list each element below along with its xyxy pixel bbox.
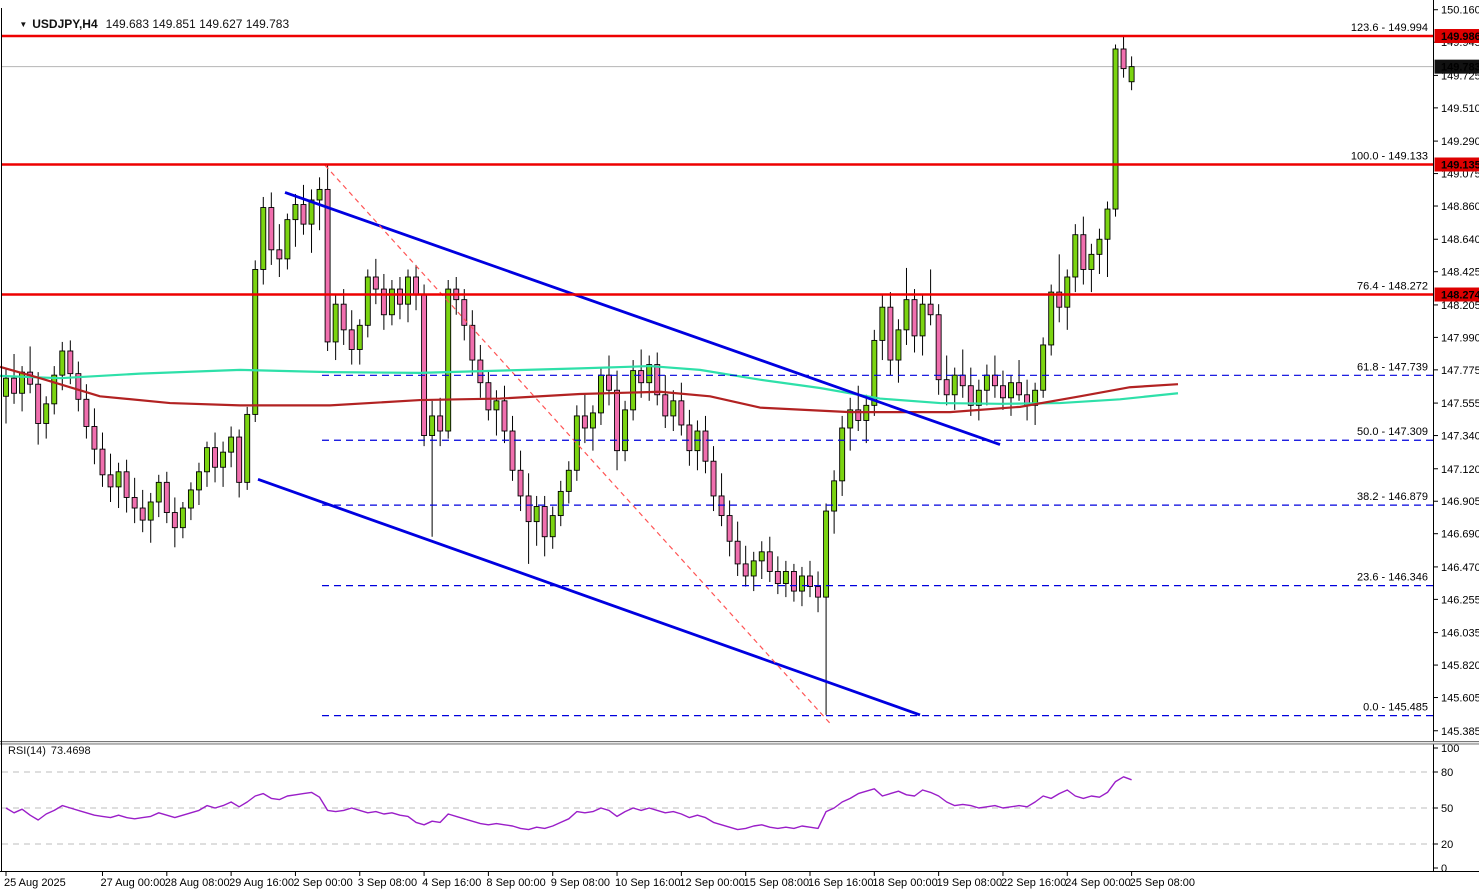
rsi-pane	[2, 771, 1433, 845]
svg-text:146.255: 146.255	[1441, 594, 1479, 606]
rsi-axis[interactable]: 100 80 50 20 0	[1434, 743, 1459, 875]
svg-text:147.340: 147.340	[1441, 431, 1479, 443]
svg-text:0: 0	[1441, 863, 1447, 875]
svg-text:3 Sep 08:00: 3 Sep 08:00	[358, 877, 417, 889]
svg-text:149.135: 149.135	[1441, 160, 1479, 172]
rsi-indicator-label: RSI(14)	[8, 745, 46, 757]
svg-text:50.0 - 147.309: 50.0 - 147.309	[1357, 426, 1428, 438]
svg-text:149.783: 149.783	[1441, 62, 1479, 74]
svg-text:145.385: 145.385	[1441, 726, 1479, 738]
svg-text:50: 50	[1441, 803, 1453, 815]
svg-text:10 Sep 16:00: 10 Sep 16:00	[615, 877, 680, 889]
svg-text:0.0 - 145.485: 0.0 - 145.485	[1363, 702, 1428, 714]
symbol-period-label: USDJPY,H4	[32, 17, 98, 31]
svg-text:25 Sep 08:00: 25 Sep 08:00	[1130, 877, 1195, 889]
svg-text:24 Sep 00:00: 24 Sep 00:00	[1065, 877, 1130, 889]
fast-ma-line	[0, 364, 1179, 405]
svg-text:147.775: 147.775	[1441, 365, 1479, 377]
svg-text:148.640: 148.640	[1441, 234, 1479, 246]
svg-text:12 Sep 00:00: 12 Sep 00:00	[679, 877, 744, 889]
fibonacci-levels[interactable]: 61.8 - 147.739 50.0 - 147.309 38.2 - 146.8…	[2, 22, 1433, 717]
svg-text:146.035: 146.035	[1441, 628, 1479, 640]
rsi-value: 73.4698	[50, 745, 91, 757]
svg-text:25 Aug 2025: 25 Aug 2025	[4, 877, 66, 889]
svg-text:146.470: 146.470	[1441, 562, 1479, 574]
svg-text:76.4 - 148.272: 76.4 - 148.272	[1357, 281, 1428, 293]
price-badge	[1434, 157, 1479, 172]
svg-text:147.120: 147.120	[1441, 464, 1479, 476]
svg-text:148.274: 148.274	[1441, 290, 1479, 302]
svg-text:23.6 - 146.346: 23.6 - 146.346	[1357, 572, 1428, 584]
svg-text:61.8 - 147.739: 61.8 - 147.739	[1357, 361, 1428, 373]
pane-splitter[interactable]	[0, 741, 1479, 745]
price-badge	[1434, 59, 1479, 74]
price-axis[interactable]: 150.160149.945149.725149.510149.290149.0…	[1433, 0, 1479, 871]
svg-text:4 Sep 16:00: 4 Sep 16:00	[422, 877, 481, 889]
svg-text:148.205: 148.205	[1441, 300, 1479, 312]
svg-text:146.905: 146.905	[1441, 496, 1479, 508]
svg-text:100.0 - 149.133: 100.0 - 149.133	[1351, 151, 1428, 163]
svg-text:148.425: 148.425	[1441, 267, 1479, 279]
svg-text:38.2 - 146.879: 38.2 - 146.879	[1357, 491, 1428, 503]
svg-text:2 Sep 00:00: 2 Sep 00:00	[293, 877, 352, 889]
svg-text:123.6 - 149.994: 123.6 - 149.994	[1351, 22, 1428, 34]
svg-text:150.160: 150.160	[1441, 5, 1479, 17]
svg-text:145.820: 145.820	[1441, 660, 1479, 672]
chart-header: ▼ USDJPY,H4 149.683 149.851 149.627 149.78…	[6, 3, 289, 45]
svg-text:19 Sep 08:00: 19 Sep 08:00	[937, 877, 1002, 889]
svg-text:22 Sep 16:00: 22 Sep 16:00	[1001, 877, 1066, 889]
svg-text:149.510: 149.510	[1441, 103, 1479, 115]
svg-text:149.290: 149.290	[1441, 136, 1479, 148]
svg-text:149.075: 149.075	[1441, 169, 1479, 181]
candlestick-series	[3, 35, 1135, 715]
svg-text:28 Aug 08:00: 28 Aug 08:00	[165, 877, 230, 889]
svg-text:146.690: 146.690	[1441, 529, 1479, 541]
svg-text:27 Aug 00:00: 27 Aug 00:00	[100, 877, 165, 889]
time-axis[interactable]: 25 Aug 2025 27 Aug 00:00 28 Aug 08:00 29 Au…	[0, 871, 1479, 889]
svg-text:148.860: 148.860	[1441, 201, 1479, 213]
price-badge	[1434, 29, 1479, 43]
rsi-header: RSI(14) 73.4698	[8, 745, 91, 757]
svg-text:20: 20	[1441, 839, 1453, 851]
svg-text:29 Aug 16:00: 29 Aug 16:00	[229, 877, 294, 889]
svg-text:147.990: 147.990	[1441, 332, 1479, 344]
svg-text:100: 100	[1441, 743, 1459, 755]
svg-text:18 Sep 00:00: 18 Sep 00:00	[872, 877, 937, 889]
svg-text:147.555: 147.555	[1441, 398, 1479, 410]
rsi-line	[5, 776, 1132, 831]
svg-text:9 Sep 08:00: 9 Sep 08:00	[551, 877, 610, 889]
svg-text:15 Sep 08:00: 15 Sep 08:00	[744, 877, 809, 889]
svg-text:145.605: 145.605	[1441, 693, 1479, 705]
svg-text:80: 80	[1441, 767, 1453, 779]
svg-text:149.986: 149.986	[1441, 31, 1479, 43]
symbol-dropdown-icon[interactable]: ▼	[19, 20, 28, 29]
ohlc-values: 149.683 149.851 149.627 149.783	[105, 17, 290, 31]
slow-ma-line	[0, 365, 1179, 414]
svg-text:8 Sep 00:00: 8 Sep 00:00	[486, 877, 545, 889]
price-badge	[1434, 287, 1479, 302]
svg-text:16 Sep 16:00: 16 Sep 16:00	[808, 877, 873, 889]
trendlines[interactable]	[257, 164, 1001, 726]
